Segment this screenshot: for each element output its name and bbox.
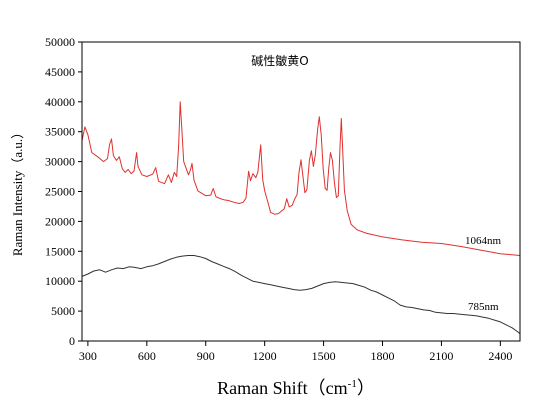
y-tick-label: 30000	[45, 155, 75, 169]
series-label-785nm: 785nm	[468, 301, 499, 313]
x-axis-title-superscript: -1	[348, 378, 357, 390]
x-tick-label: 900	[197, 349, 215, 363]
plot-frame	[81, 41, 521, 342]
y-axis-title: Raman Intensity（a.u.）	[10, 126, 25, 256]
y-tick-label: 50000	[45, 35, 75, 49]
x-tick-label: 600	[138, 349, 156, 363]
x-tick-label: 1200	[253, 349, 277, 363]
y-tick-label: 10000	[45, 274, 75, 288]
series-line-1064nm	[81, 101, 521, 256]
y-tick-label: 25000	[45, 185, 75, 199]
x-tick-label: 2100	[429, 349, 453, 363]
series-line-785nm	[81, 255, 521, 335]
x-axis-title-main: Raman Shift（cm	[217, 378, 347, 398]
x-tick-label: 1500	[312, 349, 336, 363]
y-tick-label: 5000	[51, 304, 75, 318]
y-axis-ticks: 0 5000 10000 15000 20000 25000 30000 35000 40000…	[45, 35, 82, 348]
x-tick-label: 1800	[371, 349, 395, 363]
y-tick-label: 20000	[45, 214, 75, 228]
chart-title: 碱性皺黄O	[251, 54, 308, 68]
x-axis-ticks: 300 600 900 1200 1500 1800 2100 2400	[79, 341, 512, 363]
x-tick-label: 300	[79, 349, 97, 363]
x-axis-title: Raman Shift（cm-1）	[217, 378, 375, 398]
y-tick-label: 15000	[45, 244, 75, 258]
y-tick-label: 0	[69, 334, 75, 348]
y-tick-label: 45000	[45, 65, 75, 79]
y-tick-label: 35000	[45, 125, 75, 139]
series-layer	[81, 101, 521, 335]
x-tick-label: 2400	[488, 349, 512, 363]
series-label-1064nm: 1064nm	[465, 235, 502, 247]
y-tick-label: 40000	[45, 95, 75, 109]
x-axis-title-close: ）	[357, 378, 375, 398]
